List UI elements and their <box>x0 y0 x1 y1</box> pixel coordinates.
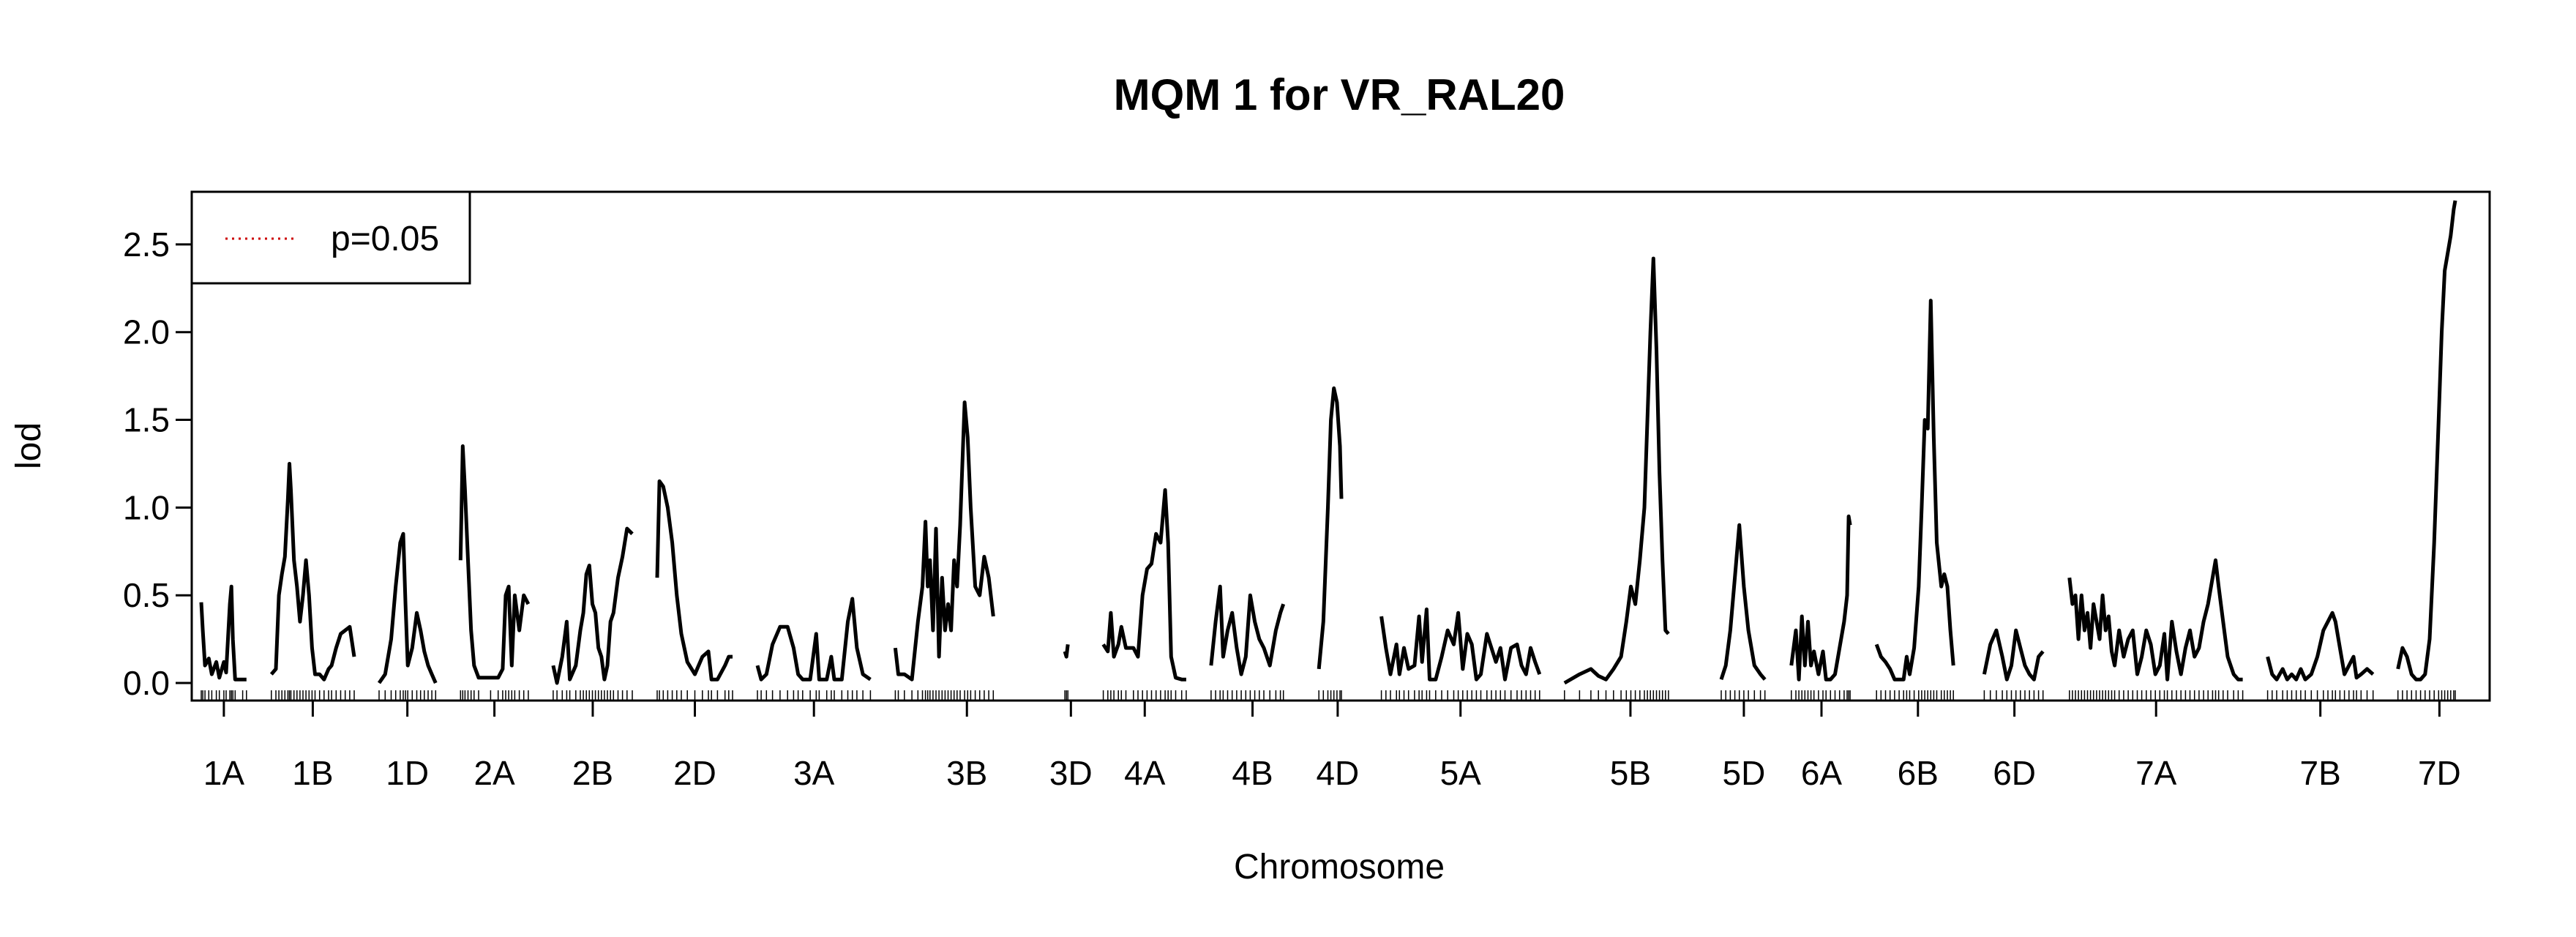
marker-rug-2A <box>460 690 529 700</box>
marker-rug-3B <box>894 690 995 700</box>
y-axis-label: lod <box>10 422 48 469</box>
x-tick-label-4A: 4A <box>1124 754 1166 792</box>
marker-rug-1B <box>271 690 355 700</box>
x-tick-label-6D: 6D <box>1993 754 2036 792</box>
lod-curve-2D <box>655 479 733 682</box>
x-tick-label-2B: 2B <box>572 754 613 792</box>
y-axis: 0.0 0.5 1.0 1.5 2.0 2.5 <box>123 225 193 702</box>
legend-box <box>190 190 471 285</box>
y-tick-label: 2.0 <box>123 313 170 351</box>
lod-curve-7B <box>2266 611 2375 682</box>
x-tick-label-6B: 6B <box>1898 754 1939 792</box>
marker-rug-6A <box>1791 690 1851 700</box>
lod-curve-1A <box>199 584 247 682</box>
marker-rug-3D <box>1064 690 1068 700</box>
marker-rug-7D <box>2397 690 2456 700</box>
x-tick-label-7B: 7B <box>2300 754 2341 792</box>
marker-rug-5B <box>1564 690 1669 700</box>
lod-curve-6D <box>1982 628 2045 682</box>
marker-rug-1A <box>201 690 247 700</box>
x-tick-label-3A: 3A <box>793 754 835 792</box>
lod-curve-7D <box>2396 200 2457 682</box>
marker-rug-2B <box>553 690 633 700</box>
lod-curve-5A <box>1379 607 1542 682</box>
lod-curve-3B <box>893 400 995 682</box>
marker-rug-4D <box>1318 690 1342 700</box>
y-tick-label: 1.5 <box>123 401 170 439</box>
marker-rug-1D <box>378 690 437 700</box>
lod-curve-1D <box>377 531 438 684</box>
lod-curve-2B <box>551 526 634 685</box>
marker-rug-2D <box>656 690 733 700</box>
marker-rug-4B <box>1210 690 1284 700</box>
lod-curve-5B <box>1563 256 1670 685</box>
legend-label-p005: p=0.05 <box>331 220 439 258</box>
x-tick-label-4D: 4D <box>1316 754 1359 792</box>
y-tick-label: 2.5 <box>123 225 170 264</box>
x-tick-label-5D: 5D <box>1723 754 1766 792</box>
lod-curve-7A <box>2067 558 2243 682</box>
marker-rug-5A <box>1380 690 1540 700</box>
x-tick-label-6A: 6A <box>1801 754 1843 792</box>
marker-rug-7B <box>2266 690 2374 700</box>
x-tick-label-3B: 3B <box>946 754 987 792</box>
x-tick-label-1B: 1B <box>292 754 333 792</box>
lod-curve-6B <box>1874 299 1955 682</box>
lod-curve-1B <box>269 462 356 682</box>
marker-rug-6D <box>1983 690 2044 700</box>
y-tick-label: 1.0 <box>123 488 170 526</box>
lod-curve-3D <box>1063 644 1070 659</box>
x-tick-label-3D: 3D <box>1049 754 1093 792</box>
x-tick-label-1A: 1A <box>203 754 245 792</box>
lod-curve-2A <box>458 444 531 680</box>
legend: p=0.05 <box>190 190 471 285</box>
marker-rug <box>201 690 2456 700</box>
x-tick-label-1D: 1D <box>386 754 429 792</box>
x-tick-label-7A: 7A <box>2135 754 2177 792</box>
x-tick-label-4B: 4B <box>1232 754 1273 792</box>
lod-curve-4B <box>1209 584 1286 676</box>
x-axis: 1A 1B 1D 2A 2B 2D 3A 3B 3D 4A 4B 4D 5A 5B 5D 6A 6B 6D 7A 7B… <box>203 701 2461 792</box>
x-tick-label-2D: 2D <box>673 754 716 792</box>
lod-curve-4D <box>1317 386 1344 670</box>
lod-curve-3A <box>755 597 872 682</box>
marker-rug-6B <box>1876 690 1954 700</box>
lod-curve-5D <box>1719 523 1767 681</box>
lod-curves <box>199 200 2457 685</box>
lod-curve-4A <box>1101 488 1186 682</box>
x-tick-label-2A: 2A <box>473 754 515 792</box>
marker-rug-5D <box>1721 690 1766 700</box>
marker-rug-3A <box>757 690 872 700</box>
marker-rug-4A <box>1102 690 1187 700</box>
lod-curve-6A <box>1789 514 1852 682</box>
y-tick-label: 0.5 <box>123 576 170 614</box>
chart-title: MQM 1 for VR_RAL20 <box>1114 70 1565 119</box>
marker-rug-7A <box>2069 690 2244 700</box>
x-tick-label-5A: 5A <box>1440 754 1482 792</box>
x-axis-label: Chromosome <box>1234 848 1445 886</box>
x-tick-label-7D: 7D <box>2418 754 2461 792</box>
y-tick-label: 0.0 <box>123 664 170 702</box>
x-tick-label-5B: 5B <box>1610 754 1651 792</box>
